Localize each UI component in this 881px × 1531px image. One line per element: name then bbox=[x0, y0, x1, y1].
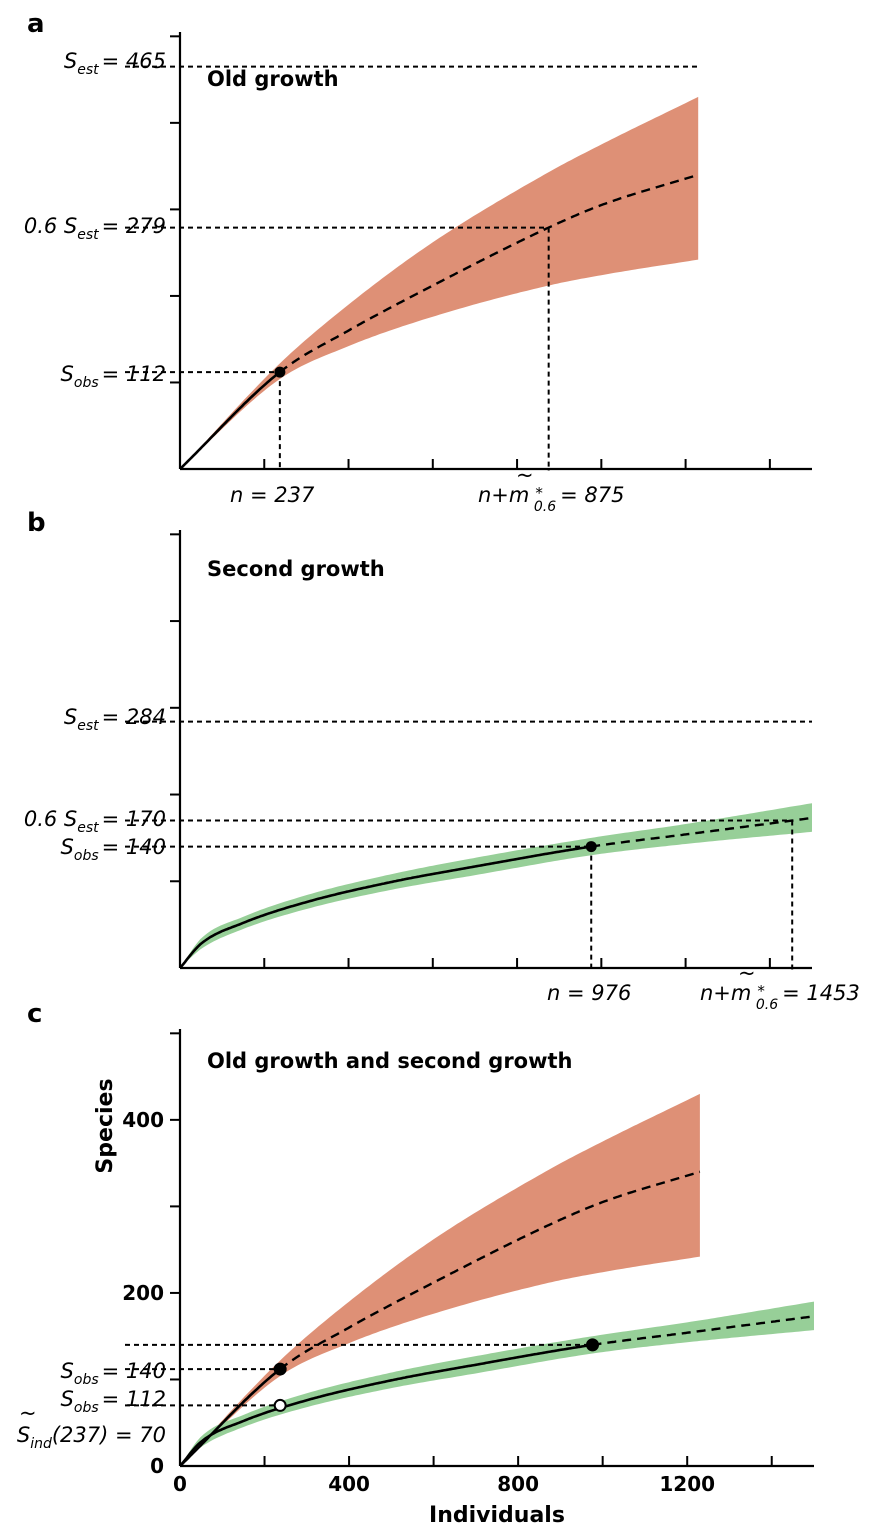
panel-c-letter: c bbox=[27, 999, 42, 1029]
observed-point bbox=[274, 366, 286, 378]
extrapolation-curve-0 bbox=[590, 816, 813, 848]
ci-band-1 bbox=[180, 1301, 814, 1466]
ci-band-0 bbox=[180, 803, 812, 968]
panel-b-s-obs-label: Sobs = 140 bbox=[61, 835, 166, 864]
panel-a-title: Old growth bbox=[207, 67, 339, 91]
panel-c-axes: 0 400 800 1200 0 200 400 bbox=[122, 1029, 814, 1496]
panel-b-target-label: 0.6 Sest = 170 bbox=[24, 807, 166, 836]
panel-a-curves bbox=[179, 173, 699, 470]
data-point-2 bbox=[273, 1398, 287, 1412]
panel-a-m-label: n+m * 0.6 = 875 bbox=[478, 483, 625, 515]
x-tick-label: 0 bbox=[173, 1472, 187, 1496]
panel-b-title: Second growth bbox=[207, 557, 385, 581]
panel-b-ci-band bbox=[180, 803, 812, 968]
extrapolation-curve-1 bbox=[592, 1315, 815, 1347]
panel-b: b Second growth Sest = 284 0.6 Sest = 170 … bbox=[24, 508, 860, 1013]
panel-a-m-tilde: ~ bbox=[516, 463, 534, 487]
rarefaction-curve-0 bbox=[179, 1367, 281, 1467]
observed-point bbox=[585, 841, 597, 853]
panel-c: c 0 400 800 1200 0 200 400 Old growth and seco… bbox=[17, 999, 815, 1528]
extrapolation-curve-0 bbox=[279, 1170, 701, 1371]
data-point-1 bbox=[586, 1338, 600, 1352]
panel-c-reference-lines bbox=[125, 1343, 593, 1407]
y-tick-label: 400 bbox=[122, 1108, 164, 1132]
panel-b-m-label: n+m * 0.6 = 1453 bbox=[700, 981, 860, 1013]
panel-a-s-obs-label: Sobs = 112 bbox=[61, 362, 166, 391]
panel-a: a Old growth Sest = 465 0.6 Sest = 279 Sob… bbox=[24, 9, 812, 515]
panel-a-reference-lines bbox=[125, 65, 699, 471]
y-axis-title: Species bbox=[93, 1078, 118, 1173]
x-tick-label: 1200 bbox=[659, 1472, 715, 1496]
panel-a-target-label: 0.6 Sest = 279 bbox=[24, 214, 166, 243]
panel-c-s-ind-label: Sind(237) = 70 bbox=[17, 1423, 166, 1452]
panel-a-axes bbox=[170, 32, 812, 471]
panel-c-curves bbox=[179, 1170, 815, 1467]
panel-b-axes bbox=[170, 530, 812, 970]
panel-b-letter: b bbox=[27, 508, 46, 538]
y-tick-label: 0 bbox=[150, 1454, 164, 1478]
panel-b-reference-lines bbox=[125, 720, 812, 970]
x-tick-label: 400 bbox=[328, 1472, 370, 1496]
panel-c-s-obs-second-label: Sobs = 140 bbox=[61, 1359, 166, 1388]
extrapolation-curve-0 bbox=[279, 173, 699, 374]
rarefaction-curve-0 bbox=[179, 845, 592, 969]
panel-b-s-est-label: Sest = 284 bbox=[64, 705, 166, 734]
x-axis-title: Individuals bbox=[429, 1503, 565, 1528]
panel-b-curves bbox=[179, 816, 813, 969]
y-tick-label: 200 bbox=[122, 1281, 164, 1305]
panel-c-s-obs-old-label: Sobs = 112 bbox=[61, 1387, 166, 1416]
panel-b-n-label: n = 976 bbox=[547, 981, 631, 1005]
data-point-0 bbox=[273, 1362, 287, 1376]
rarefaction-curve-0 bbox=[179, 370, 281, 470]
panel-a-letter: a bbox=[27, 9, 45, 39]
x-tick-label: 800 bbox=[497, 1472, 539, 1496]
panel-b-m-tilde: ~ bbox=[738, 961, 756, 985]
panel-a-s-est-label: Sest = 465 bbox=[64, 49, 166, 78]
rarefaction-curve-1 bbox=[179, 1343, 593, 1467]
panel-c-title: Old growth and second growth bbox=[207, 1049, 573, 1073]
panel-a-n-label: n = 237 bbox=[230, 483, 315, 507]
panel-c-s-ind-tilde: ~ bbox=[19, 1401, 37, 1425]
